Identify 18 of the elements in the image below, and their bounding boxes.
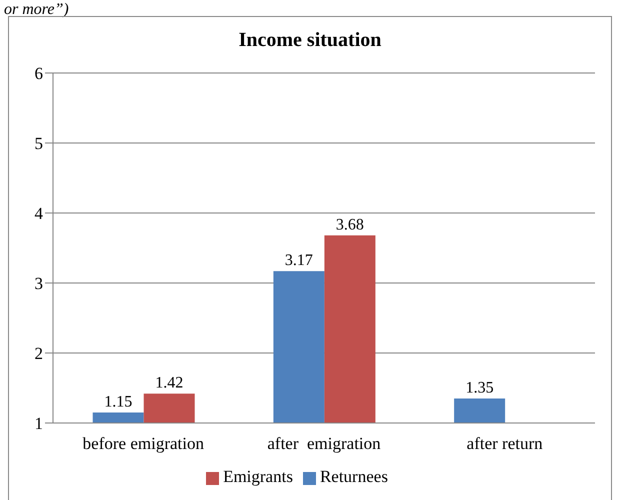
data-label: 3.68 <box>336 216 364 234</box>
y-tick-label: 1 <box>34 414 43 434</box>
x-tick-label: after emigration <box>267 434 382 453</box>
y-tick-label: 2 <box>34 344 43 364</box>
y-tick-label: 4 <box>34 204 44 224</box>
chart-title: Income situation <box>238 29 382 52</box>
y-tick-label: 6 <box>34 64 43 84</box>
x-tick-label: before emigration <box>82 434 204 453</box>
x-tick-label: after return <box>466 434 544 453</box>
data-label: 3.17 <box>284 252 313 270</box>
data-label: 1.35 <box>466 380 494 396</box>
y-tick-label: 3 <box>34 274 43 294</box>
y-tick-label: 5 <box>34 134 43 154</box>
legend-label: Returnees <box>320 467 388 486</box>
data-label: 1.42 <box>155 374 184 392</box>
legend-label: Emigrants <box>223 467 293 486</box>
text: or more”) <box>4 0 69 20</box>
data-label: 1.15 <box>104 394 132 410</box>
